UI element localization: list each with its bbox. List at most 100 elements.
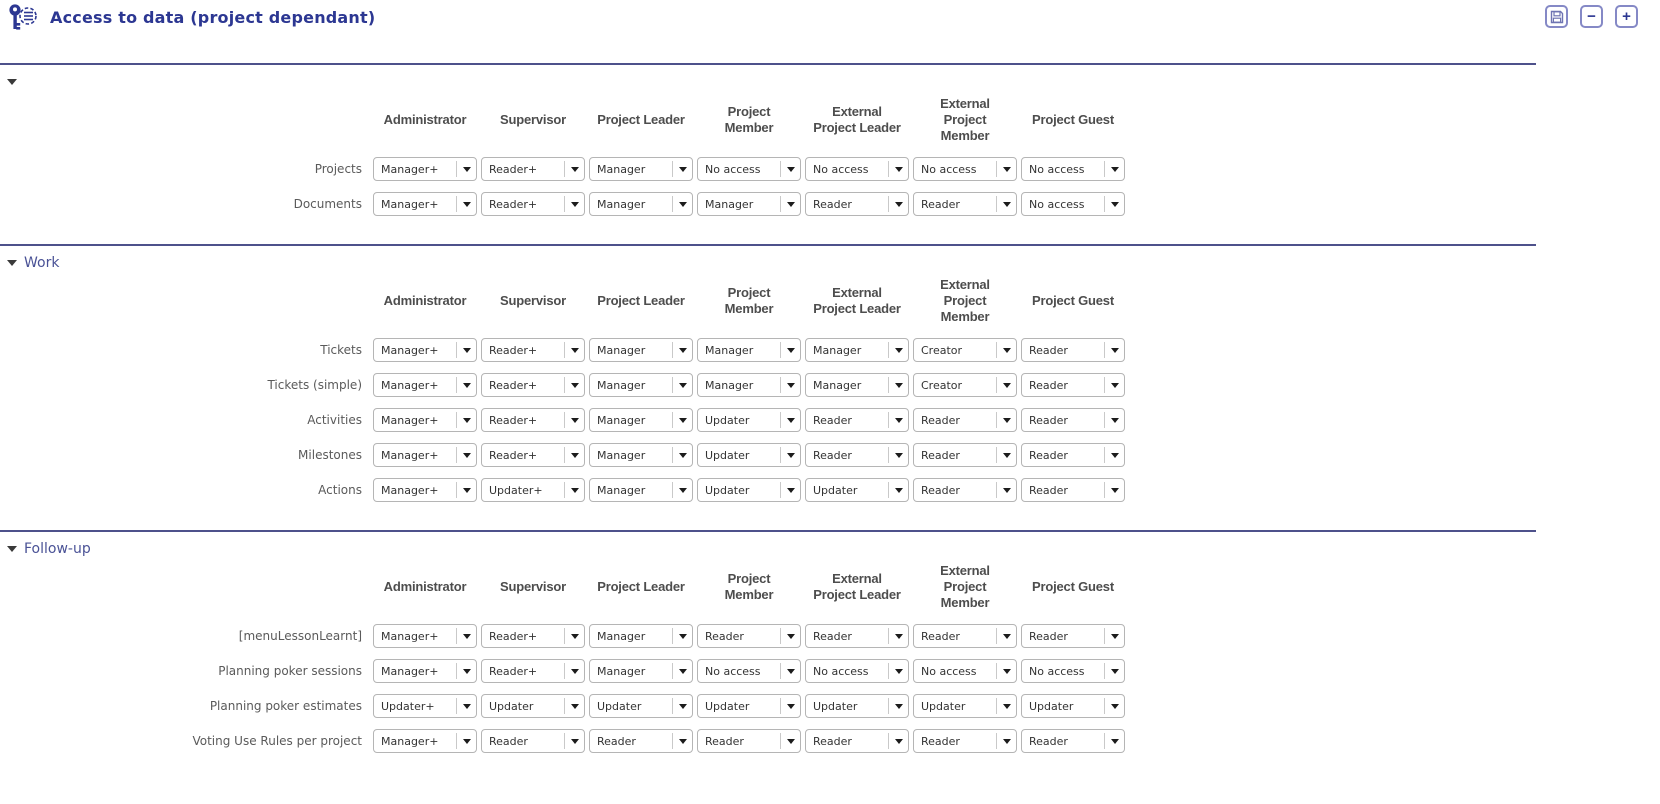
access-level-dropdown[interactable]: Updater	[697, 443, 801, 467]
access-level-dropdown[interactable]: Reader	[913, 624, 1017, 648]
access-level-dropdown[interactable]: Manager+	[373, 624, 477, 648]
section-header[interactable]: Follow-up	[7, 539, 1660, 559]
access-level-dropdown[interactable]: Manager	[589, 659, 693, 683]
access-level-dropdown[interactable]: Reader	[913, 192, 1017, 216]
access-level-dropdown[interactable]: Manager	[589, 408, 693, 432]
access-level-dropdown[interactable]: Manager+	[373, 192, 477, 216]
access-level-dropdown[interactable]: Reader+	[481, 408, 585, 432]
save-button[interactable]	[1545, 5, 1568, 28]
collapse-all-button[interactable]: −	[1580, 5, 1603, 28]
access-level-dropdown[interactable]: Reader	[805, 624, 909, 648]
access-level-dropdown[interactable]: Reader	[805, 192, 909, 216]
chevron-down-icon	[997, 488, 1016, 493]
access-level-dropdown[interactable]: Reader	[481, 729, 585, 753]
section-header[interactable]	[7, 72, 1660, 92]
access-level-dropdown[interactable]: Reader	[589, 729, 693, 753]
chevron-down-icon	[565, 634, 584, 639]
access-level-dropdown[interactable]: Updater	[805, 694, 909, 718]
access-level-dropdown[interactable]: Manager	[589, 192, 693, 216]
access-level-dropdown[interactable]: Reader	[805, 443, 909, 467]
expand-all-button[interactable]: +	[1615, 5, 1638, 28]
access-level-dropdown[interactable]: Reader+	[481, 659, 585, 683]
section-header[interactable]: Work	[7, 253, 1660, 273]
access-level-dropdown[interactable]: Updater	[913, 694, 1017, 718]
access-level-dropdown[interactable]: Manager+	[373, 338, 477, 362]
access-level-dropdown[interactable]: No access	[913, 659, 1017, 683]
access-level-dropdown[interactable]: Updater	[589, 694, 693, 718]
access-level-dropdown[interactable]: Manager	[589, 478, 693, 502]
collapse-caret-icon[interactable]	[7, 260, 17, 266]
access-level-dropdown[interactable]: Manager+	[373, 157, 477, 181]
access-level-dropdown[interactable]: No access	[1021, 659, 1125, 683]
access-level-dropdown[interactable]: Manager+	[373, 373, 477, 397]
access-level-dropdown[interactable]: Reader	[1021, 478, 1125, 502]
access-level-dropdown[interactable]: Manager	[805, 373, 909, 397]
access-level-dropdown[interactable]: Reader	[1021, 408, 1125, 432]
access-level-dropdown[interactable]: Updater	[1021, 694, 1125, 718]
access-level-dropdown[interactable]: Reader	[805, 408, 909, 432]
access-level-dropdown[interactable]: Updater	[697, 694, 801, 718]
access-level-dropdown[interactable]: No access	[805, 659, 909, 683]
dropdown-value: Reader	[705, 734, 744, 748]
access-level-dropdown[interactable]: No access	[1021, 192, 1125, 216]
chevron-down-icon	[781, 383, 800, 388]
access-level-dropdown[interactable]: Manager+	[373, 659, 477, 683]
access-level-dropdown[interactable]: Creator	[913, 373, 1017, 397]
access-level-dropdown[interactable]: Reader	[913, 729, 1017, 753]
dropdown-value: Updater	[705, 448, 750, 462]
collapse-caret-icon[interactable]	[7, 79, 17, 85]
section-title: Follow-up	[24, 541, 91, 557]
access-level-dropdown[interactable]: No access	[697, 659, 801, 683]
access-level-dropdown[interactable]: Updater+	[373, 694, 477, 718]
access-level-dropdown[interactable]: No access	[805, 157, 909, 181]
access-level-dropdown[interactable]: Manager	[805, 338, 909, 362]
access-level-dropdown[interactable]: Manager+	[373, 408, 477, 432]
access-level-dropdown[interactable]: Reader	[1021, 729, 1125, 753]
access-level-dropdown[interactable]: Manager	[589, 443, 693, 467]
access-level-dropdown[interactable]: Manager	[697, 338, 801, 362]
access-level-dropdown[interactable]: Manager	[697, 373, 801, 397]
dropdown-value: Reader	[921, 448, 960, 462]
access-level-dropdown[interactable]: Manager+	[373, 478, 477, 502]
access-level-dropdown[interactable]: Reader+	[481, 624, 585, 648]
dropdown-value: Manager	[597, 664, 646, 678]
column-header-cell: Project Guest	[1021, 579, 1125, 595]
access-level-dropdown[interactable]: Manager+	[373, 729, 477, 753]
access-level-dropdown[interactable]: Creator	[913, 338, 1017, 362]
access-level-dropdown[interactable]: Manager	[589, 338, 693, 362]
access-level-dropdown[interactable]: Manager	[589, 157, 693, 181]
access-level-dropdown[interactable]: Reader	[1021, 624, 1125, 648]
access-level-dropdown[interactable]: No access	[697, 157, 801, 181]
access-level-dropdown[interactable]: Updater	[481, 694, 585, 718]
access-level-dropdown[interactable]: Reader+	[481, 192, 585, 216]
column-header-cell: Administrator	[373, 293, 477, 309]
access-level-dropdown[interactable]: Reader	[697, 729, 801, 753]
access-level-dropdown[interactable]: Reader+	[481, 338, 585, 362]
access-level-dropdown[interactable]: Manager	[589, 373, 693, 397]
column-header-cell: Project Member	[697, 571, 801, 604]
access-level-dropdown[interactable]: Updater+	[481, 478, 585, 502]
access-level-dropdown[interactable]: No access	[1021, 157, 1125, 181]
chevron-down-icon	[997, 739, 1016, 744]
access-level-dropdown[interactable]: Reader	[913, 408, 1017, 432]
access-level-dropdown[interactable]: Reader	[1021, 373, 1125, 397]
access-level-dropdown[interactable]: Reader	[1021, 443, 1125, 467]
access-level-dropdown[interactable]: Reader	[913, 478, 1017, 502]
access-level-dropdown[interactable]: Manager+	[373, 443, 477, 467]
access-level-dropdown[interactable]: Updater	[805, 478, 909, 502]
access-level-dropdown[interactable]: Reader	[913, 443, 1017, 467]
dropdown-value: Manager+	[381, 734, 439, 748]
access-level-dropdown[interactable]: Manager	[589, 624, 693, 648]
column-header: Project Leader	[597, 292, 685, 308]
access-level-dropdown[interactable]: Reader	[1021, 338, 1125, 362]
access-level-dropdown[interactable]: Reader+	[481, 157, 585, 181]
access-level-dropdown[interactable]: Manager	[697, 192, 801, 216]
access-level-dropdown[interactable]: Reader	[805, 729, 909, 753]
access-level-dropdown[interactable]: Updater	[697, 408, 801, 432]
collapse-caret-icon[interactable]	[7, 546, 17, 552]
access-level-dropdown[interactable]: Reader+	[481, 373, 585, 397]
access-level-dropdown[interactable]: Updater	[697, 478, 801, 502]
access-level-dropdown[interactable]: Reader	[697, 624, 801, 648]
access-level-dropdown[interactable]: Reader+	[481, 443, 585, 467]
access-level-dropdown[interactable]: No access	[913, 157, 1017, 181]
